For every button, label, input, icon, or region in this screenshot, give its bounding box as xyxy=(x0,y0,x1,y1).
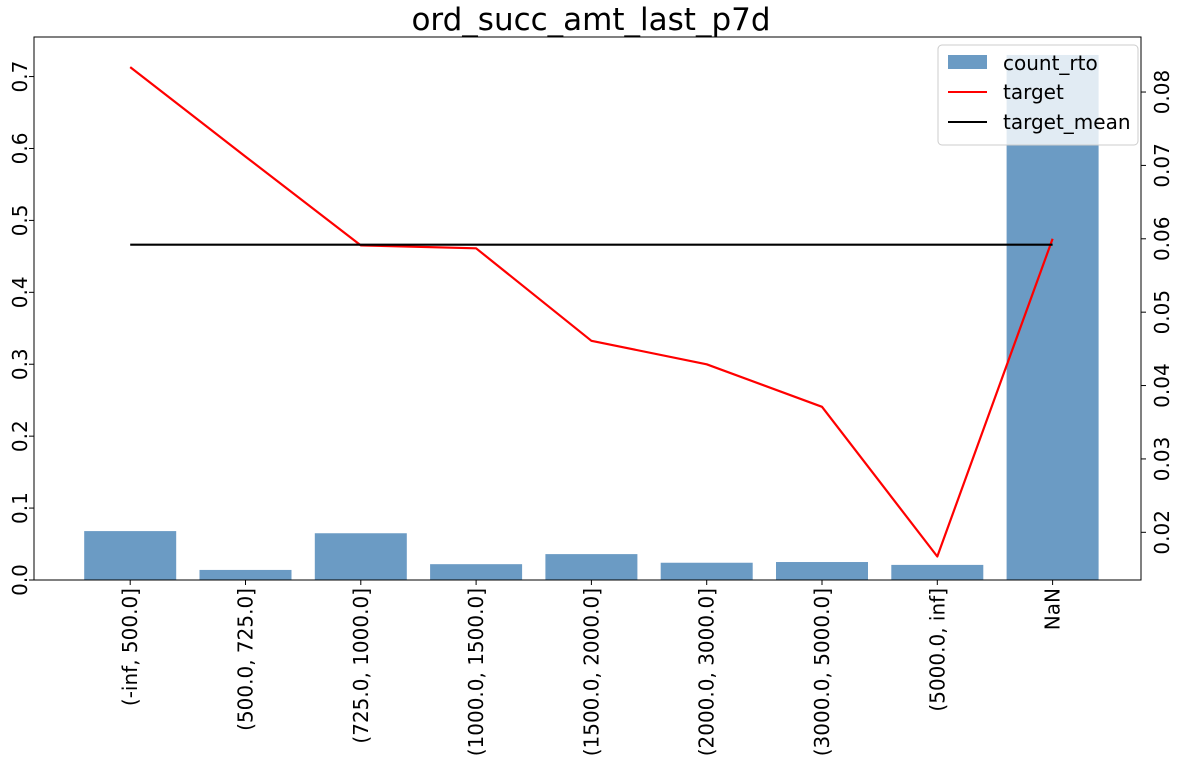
series-line-target xyxy=(129,66,1054,558)
left-tick-label-3: 0.3 xyxy=(8,348,32,380)
legend-label-target: target xyxy=(1003,80,1064,104)
right-tick-label-0: 0.02 xyxy=(1150,510,1174,555)
bar-1 xyxy=(199,569,292,580)
left-tick-label-2: 0.2 xyxy=(8,420,32,452)
right-tick-label-6: 0.08 xyxy=(1150,70,1174,115)
left-tick-label-5: 0.5 xyxy=(8,204,32,236)
legend: count_rto target target_mean xyxy=(937,44,1139,146)
left-tick-label-7: 0.7 xyxy=(8,61,32,93)
x-tick-label-3: (1000.0, 1500.0] xyxy=(464,588,488,756)
right-tick-label-5: 0.07 xyxy=(1150,143,1174,188)
x-tick-label-7: (5000.0, inf] xyxy=(925,588,949,712)
lines-layer xyxy=(129,66,1054,558)
bar-3 xyxy=(430,564,523,580)
x-tick-label-5: (2000.0, 3000.0] xyxy=(695,588,719,756)
legend-label-target-mean: target_mean xyxy=(1003,110,1131,134)
left-tick-label-6: 0.6 xyxy=(8,133,32,165)
x-tick-label-6: (3000.0, 5000.0] xyxy=(810,588,834,756)
left-tick-label-0: 0.0 xyxy=(8,564,32,596)
legend-swatch-count-rto xyxy=(948,55,987,69)
right-tick-label-2: 0.04 xyxy=(1150,363,1174,408)
bar-2 xyxy=(314,533,407,580)
bar-4 xyxy=(545,554,638,580)
bar-7 xyxy=(891,564,984,580)
left-tick-label-4: 0.4 xyxy=(8,276,32,308)
x-tick-label-0: (-inf, 500.0] xyxy=(118,588,142,706)
bar-5 xyxy=(660,562,753,580)
chart-title: ord_succ_amt_last_p7d xyxy=(411,2,770,38)
x-tick-label-1: (500.0, 725.0] xyxy=(234,588,258,731)
right-tick-label-1: 0.03 xyxy=(1150,437,1174,482)
bar-0 xyxy=(84,531,177,580)
axes-layer: 0.0 0.1 0.2 0.3 0.4 0.5 0.6 0.7 0.02 0.03 0.04 0.05… xyxy=(8,61,1174,757)
bar-6 xyxy=(776,562,868,580)
plot-frame xyxy=(33,36,1142,581)
x-tick-label-4: (1500.0, 2000.0] xyxy=(579,588,603,756)
x-tick-label-2: (725.0, 1000.0] xyxy=(349,588,373,744)
x-tick-label-8: NaN xyxy=(1041,588,1065,630)
right-tick-label-4: 0.06 xyxy=(1150,217,1174,262)
legend-box xyxy=(937,44,1139,146)
right-tick-label-3: 0.05 xyxy=(1150,290,1174,335)
legend-label-count-rto: count_rto xyxy=(1003,51,1098,75)
left-tick-label-1: 0.1 xyxy=(8,492,32,524)
